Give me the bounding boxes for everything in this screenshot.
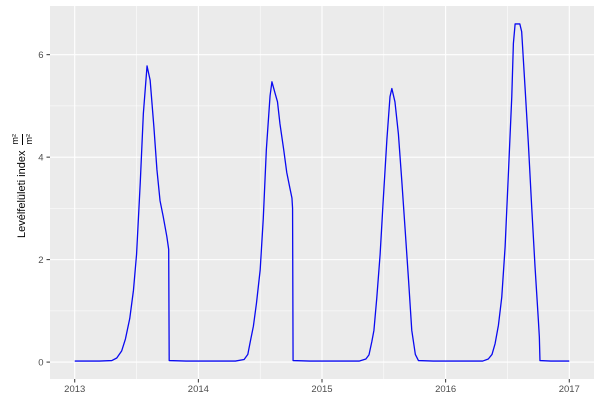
x-tick-label: 2015 [311,384,332,395]
data-line-series [74,23,570,362]
x-tick-label: 2017 [559,384,580,395]
x-tick-label: 2016 [435,384,456,395]
y-tick-label: 6 [38,50,43,61]
y-tick-label: 2 [38,255,43,266]
y-tick-label: 0 [38,357,43,368]
y-tick-label: 4 [38,152,43,163]
x-tick-label: 2014 [188,384,209,395]
x-tick-label: 2013 [64,384,85,395]
